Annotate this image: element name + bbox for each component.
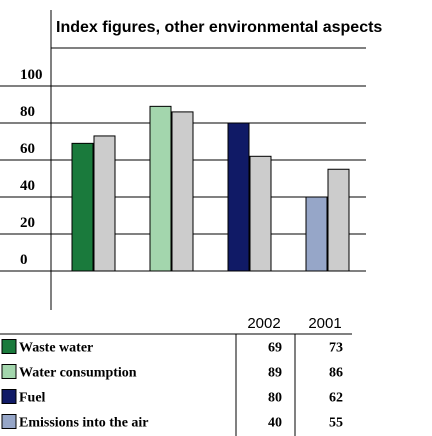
value-2002: 89: [268, 366, 282, 381]
value-2001: 86: [329, 366, 343, 381]
chart-title: Index figures, other environmental aspec…: [56, 19, 382, 36]
y-tick-label: 60: [20, 141, 35, 157]
year-header-2001: 2001: [308, 315, 341, 332]
y-tick-label: 0: [20, 252, 28, 268]
value-2002: 40: [268, 416, 282, 431]
legend-label: Fuel: [19, 391, 46, 406]
bar-2002: [305, 196, 328, 272]
legend-swatch: [1, 364, 17, 379]
legend-label: Emissions into the air: [19, 416, 149, 431]
y-tick-label: 100: [20, 67, 43, 83]
legend-label: Water consumption: [19, 366, 137, 381]
bar-2002: [227, 122, 250, 272]
bar-2002: [71, 142, 94, 272]
legend-swatch: [1, 414, 17, 429]
value-2002: 69: [268, 341, 282, 356]
value-2002: 80: [268, 391, 282, 406]
value-2001: 55: [329, 416, 343, 431]
bar-2001: [93, 135, 116, 272]
y-tick-label: 20: [20, 215, 35, 231]
value-2001: 73: [329, 341, 343, 356]
legend-swatch: [1, 389, 17, 404]
y-axis-ticks: 100 80 60 40 20 0: [20, 67, 43, 268]
y-tick-label: 80: [20, 104, 35, 120]
value-2001: 62: [329, 391, 343, 406]
legend-table: 2002 2001 Waste water 69 73 Water consumption…: [0, 315, 352, 436]
legend-swatch: [1, 339, 17, 354]
bar-2001: [171, 111, 194, 272]
y-tick-label: 40: [20, 178, 35, 194]
year-header-2002: 2002: [247, 315, 280, 332]
bar-2001: [327, 168, 350, 272]
bar-2002: [149, 105, 172, 272]
bars: [71, 105, 350, 272]
bar-2001: [249, 155, 272, 272]
legend-label: Waste water: [19, 341, 93, 356]
